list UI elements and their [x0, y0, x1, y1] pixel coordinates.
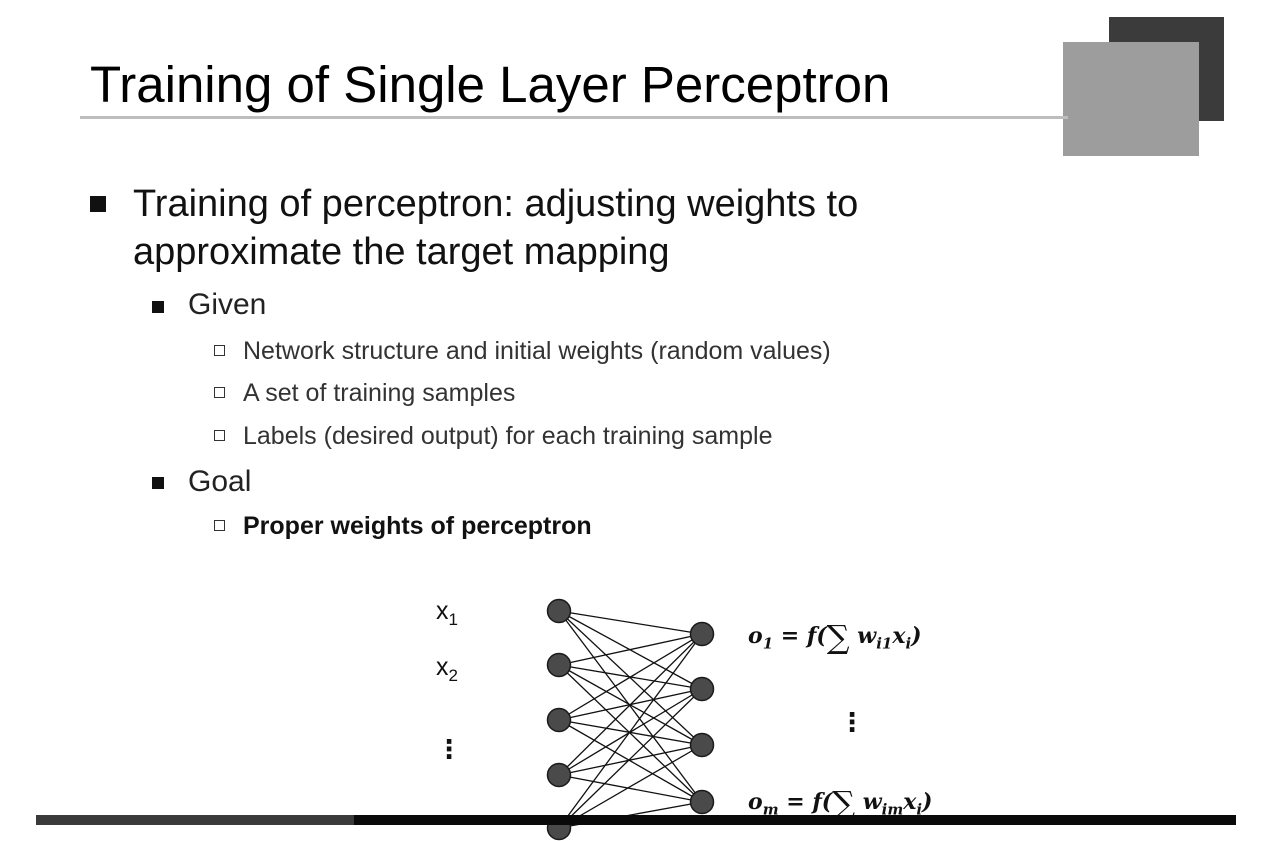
input-subscript: 1	[448, 610, 458, 629]
output-node	[689, 676, 715, 702]
input-var: x	[436, 653, 449, 681]
connection-edge	[558, 610, 703, 803]
eq-weight: w	[855, 789, 882, 815]
input-ellipsis: ⋮	[436, 735, 462, 765]
input-node	[546, 762, 572, 788]
eq-lhs: o	[748, 789, 763, 815]
eq-input: x	[892, 623, 906, 649]
eq-weight: w	[849, 623, 877, 649]
network-edges	[558, 610, 703, 829]
input-var: x	[436, 597, 449, 625]
input-node	[546, 652, 572, 678]
sum-symbol: ∑	[832, 784, 856, 822]
output-ellipsis: ⋮	[839, 708, 865, 738]
bottom-bar	[36, 815, 1236, 825]
output-equation-last: om = f(∑ wimxi)	[748, 784, 932, 822]
goal-heading: Goal	[188, 465, 252, 498]
main-bullet-line-2: approximate the target mapping	[133, 231, 670, 273]
input-node	[546, 707, 572, 733]
eq-lhs-sub: 1	[762, 634, 774, 653]
hollow-square-bullet-icon	[214, 520, 225, 531]
connection-edge	[558, 744, 703, 776]
given-heading: Given	[188, 288, 267, 321]
main-bullet-line-1: Training of perceptron: adjusting weight…	[133, 183, 859, 225]
output-node	[689, 621, 715, 647]
hollow-square-bullet-icon	[214, 387, 225, 398]
connection-edge	[558, 688, 703, 829]
eq-weight-sub: im	[881, 800, 904, 819]
given-item: Labels (desired output) for each trainin…	[243, 422, 773, 450]
eq-input: x	[903, 789, 917, 815]
decorative-square-gray	[1063, 42, 1199, 156]
connection-edge	[558, 719, 703, 803]
given-item: Network structure and initial weights (r…	[243, 337, 831, 365]
eq-op: = f(	[778, 789, 833, 815]
eq-input-sub: i	[916, 800, 923, 819]
given-item: A set of training samples	[243, 379, 516, 407]
connection-edge	[558, 633, 703, 666]
input-node	[546, 598, 572, 624]
connection-edge	[558, 610, 703, 746]
eq-op: = f(	[773, 623, 827, 649]
goal-item: Proper weights of perceptron	[243, 512, 592, 540]
sum-symbol: ∑	[826, 618, 850, 656]
connection-edge	[558, 633, 703, 776]
connection-edge	[558, 774, 703, 803]
hollow-square-bullet-icon	[214, 430, 225, 441]
eq-close: )	[911, 623, 922, 649]
connection-edge	[558, 633, 703, 721]
bullet-square-icon	[152, 477, 164, 489]
output-node	[689, 732, 715, 758]
eq-input-sub: i	[905, 634, 912, 653]
eq-lhs: o	[748, 623, 763, 649]
network-nodes	[546, 598, 715, 841]
output-equation-first: o1 = f(∑ wi1xi)	[748, 618, 922, 656]
eq-lhs-sub: m	[762, 800, 779, 819]
bottom-bar-segment	[36, 815, 354, 825]
connection-edge	[558, 744, 703, 829]
input-subscript: 2	[448, 666, 458, 685]
connection-edge	[558, 633, 703, 829]
connection-edge	[558, 610, 703, 635]
output-node	[689, 789, 715, 815]
input-label-x1: x1	[436, 597, 458, 630]
title-divider	[80, 116, 1068, 119]
eq-close: )	[922, 789, 933, 815]
bullet-square-icon	[152, 301, 164, 313]
eq-weight-sub: i1	[876, 634, 893, 653]
slide-title: Training of Single Layer Perceptron	[90, 56, 891, 113]
hollow-square-bullet-icon	[214, 345, 225, 356]
input-label-x2: x2	[436, 653, 458, 686]
bullet-square-icon	[90, 196, 106, 212]
connection-edge	[558, 664, 703, 803]
